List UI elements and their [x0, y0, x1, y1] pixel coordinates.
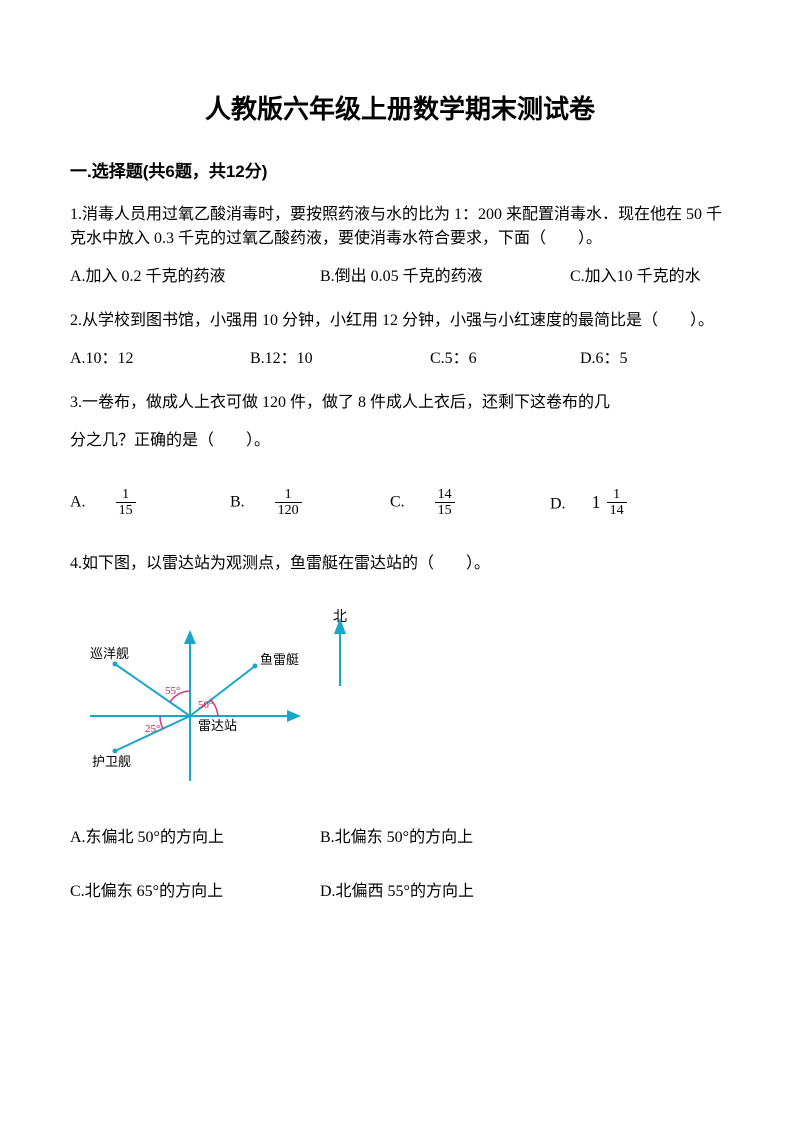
north-label: 北: [333, 609, 347, 625]
q2-opt-a: A.10：12: [70, 347, 250, 371]
frac-num: 14: [435, 487, 455, 502]
radar-diagram-svg: 北 巡洋舰 鱼雷艇 护卫舰 雷达站: [70, 606, 390, 796]
frac-den: 14: [607, 502, 627, 518]
q4-opt-b: B.北偏东 50°的方向上: [320, 826, 473, 850]
q2-text: 2.从学校到图书馆，小强用 10 分钟，小红用 12 分钟，小强与小红速度的最简…: [70, 309, 730, 333]
arc-25: [160, 716, 163, 729]
q2-opt-c: C.5：6: [430, 347, 580, 371]
q3-options: A. 1 15 B. 1 120 C. 14 15 D.: [70, 487, 730, 519]
torpedo-point: [253, 664, 258, 669]
q3-line1: 3.一卷布，做成人上衣可做 120 件，做了 8 件成人上衣后，还剩下这卷布的几: [70, 391, 730, 415]
frac-den: 120: [275, 502, 302, 518]
q4-opt-d: D.北偏西 55°的方向上: [320, 880, 474, 904]
q3-opt-c-label: C.: [390, 493, 405, 510]
q1-opt-a: A.加入 0.2 千克的药液: [70, 265, 320, 289]
q1-opt-b: B.倒出 0.05 千克的药液: [320, 265, 570, 289]
frac-num: 1: [275, 487, 302, 502]
angle-55-label: 55°: [165, 685, 180, 697]
q4-options-1: A.东偏北 50°的方向上 B.北偏东 50°的方向上: [70, 826, 730, 850]
page-title: 人教版六年级上册数学期末测试卷: [70, 90, 730, 129]
q4-text: 4.如下图，以雷达站为观测点，鱼雷艇在雷达站的（ ）。: [70, 552, 730, 576]
q3-opt-b: B. 1 120: [230, 487, 390, 519]
cruiser-point: [113, 662, 118, 667]
q2-opt-d: D.6：5: [580, 347, 628, 371]
q4-opt-c: C.北偏东 65°的方向上: [70, 880, 320, 904]
q2-opt-b: B.12：10: [250, 347, 430, 371]
q4-options-2: C.北偏东 65°的方向上 D.北偏西 55°的方向上: [70, 880, 730, 904]
q2-options: A.10：12 B.12：10 C.5：6 D.6：5: [70, 347, 730, 371]
angle-25-label: 25°: [145, 723, 160, 735]
q3-opt-d-label: D.: [550, 495, 566, 512]
cruiser-label: 巡洋舰: [90, 646, 129, 661]
question-2: 2.从学校到图书馆，小强用 10 分钟，小红用 12 分钟，小强与小红速度的最简…: [70, 309, 730, 371]
q3-line2: 分之几？正确的是（ ）。: [70, 429, 730, 453]
q1-options: A.加入 0.2 千克的药液 B.倒出 0.05 千克的药液 C.加入10 千克…: [70, 265, 730, 289]
q1-text: 1.消毒人员用过氧乙酸消毒时，要按照药液与水的比为 1：200 来配置消毒水．现…: [70, 203, 730, 251]
q3-opt-a-label: A.: [70, 493, 86, 510]
frac-num: 1: [116, 487, 136, 502]
q3-frac-a: 1 15: [116, 487, 136, 519]
q3-opt-c: C. 14 15: [390, 487, 550, 519]
q3-opt-b-label: B.: [230, 493, 245, 510]
guard-point: [113, 749, 118, 754]
section-header: 一.选择题(共6题，共12分): [70, 159, 730, 185]
q1-opt-c: C.加入10 千克的水: [570, 265, 701, 289]
q3-opt-a: A. 1 15: [70, 487, 230, 519]
frac-num: 1: [607, 487, 627, 502]
frac-den: 15: [435, 502, 455, 518]
radar-label: 雷达站: [198, 718, 237, 733]
question-4: 4.如下图，以雷达站为观测点，鱼雷艇在雷达站的（ ）。 北: [70, 552, 730, 904]
q3-frac-d: 1 1 14: [592, 487, 631, 519]
angle-50-label: 50°: [198, 699, 213, 711]
question-1: 1.消毒人员用过氧乙酸消毒时，要按照药液与水的比为 1：200 来配置消毒水．现…: [70, 203, 730, 289]
q4-opt-a: A.东偏北 50°的方向上: [70, 826, 320, 850]
torpedo-label: 鱼雷艇: [260, 652, 299, 667]
question-3: 3.一卷布，做成人上衣可做 120 件，做了 8 件成人上衣后，还剩下这卷布的几…: [70, 391, 730, 519]
guard-label: 护卫舰: [92, 754, 131, 769]
q3-frac-c: 14 15: [435, 487, 455, 519]
frac-den: 15: [116, 502, 136, 518]
q4-diagram: 北 巡洋舰 鱼雷艇 护卫舰 雷达站: [70, 606, 730, 796]
q3-opt-d: D. 1 1 14: [550, 487, 631, 519]
q3-frac-b: 1 120: [275, 487, 302, 519]
mixed-whole: 1: [592, 489, 601, 516]
